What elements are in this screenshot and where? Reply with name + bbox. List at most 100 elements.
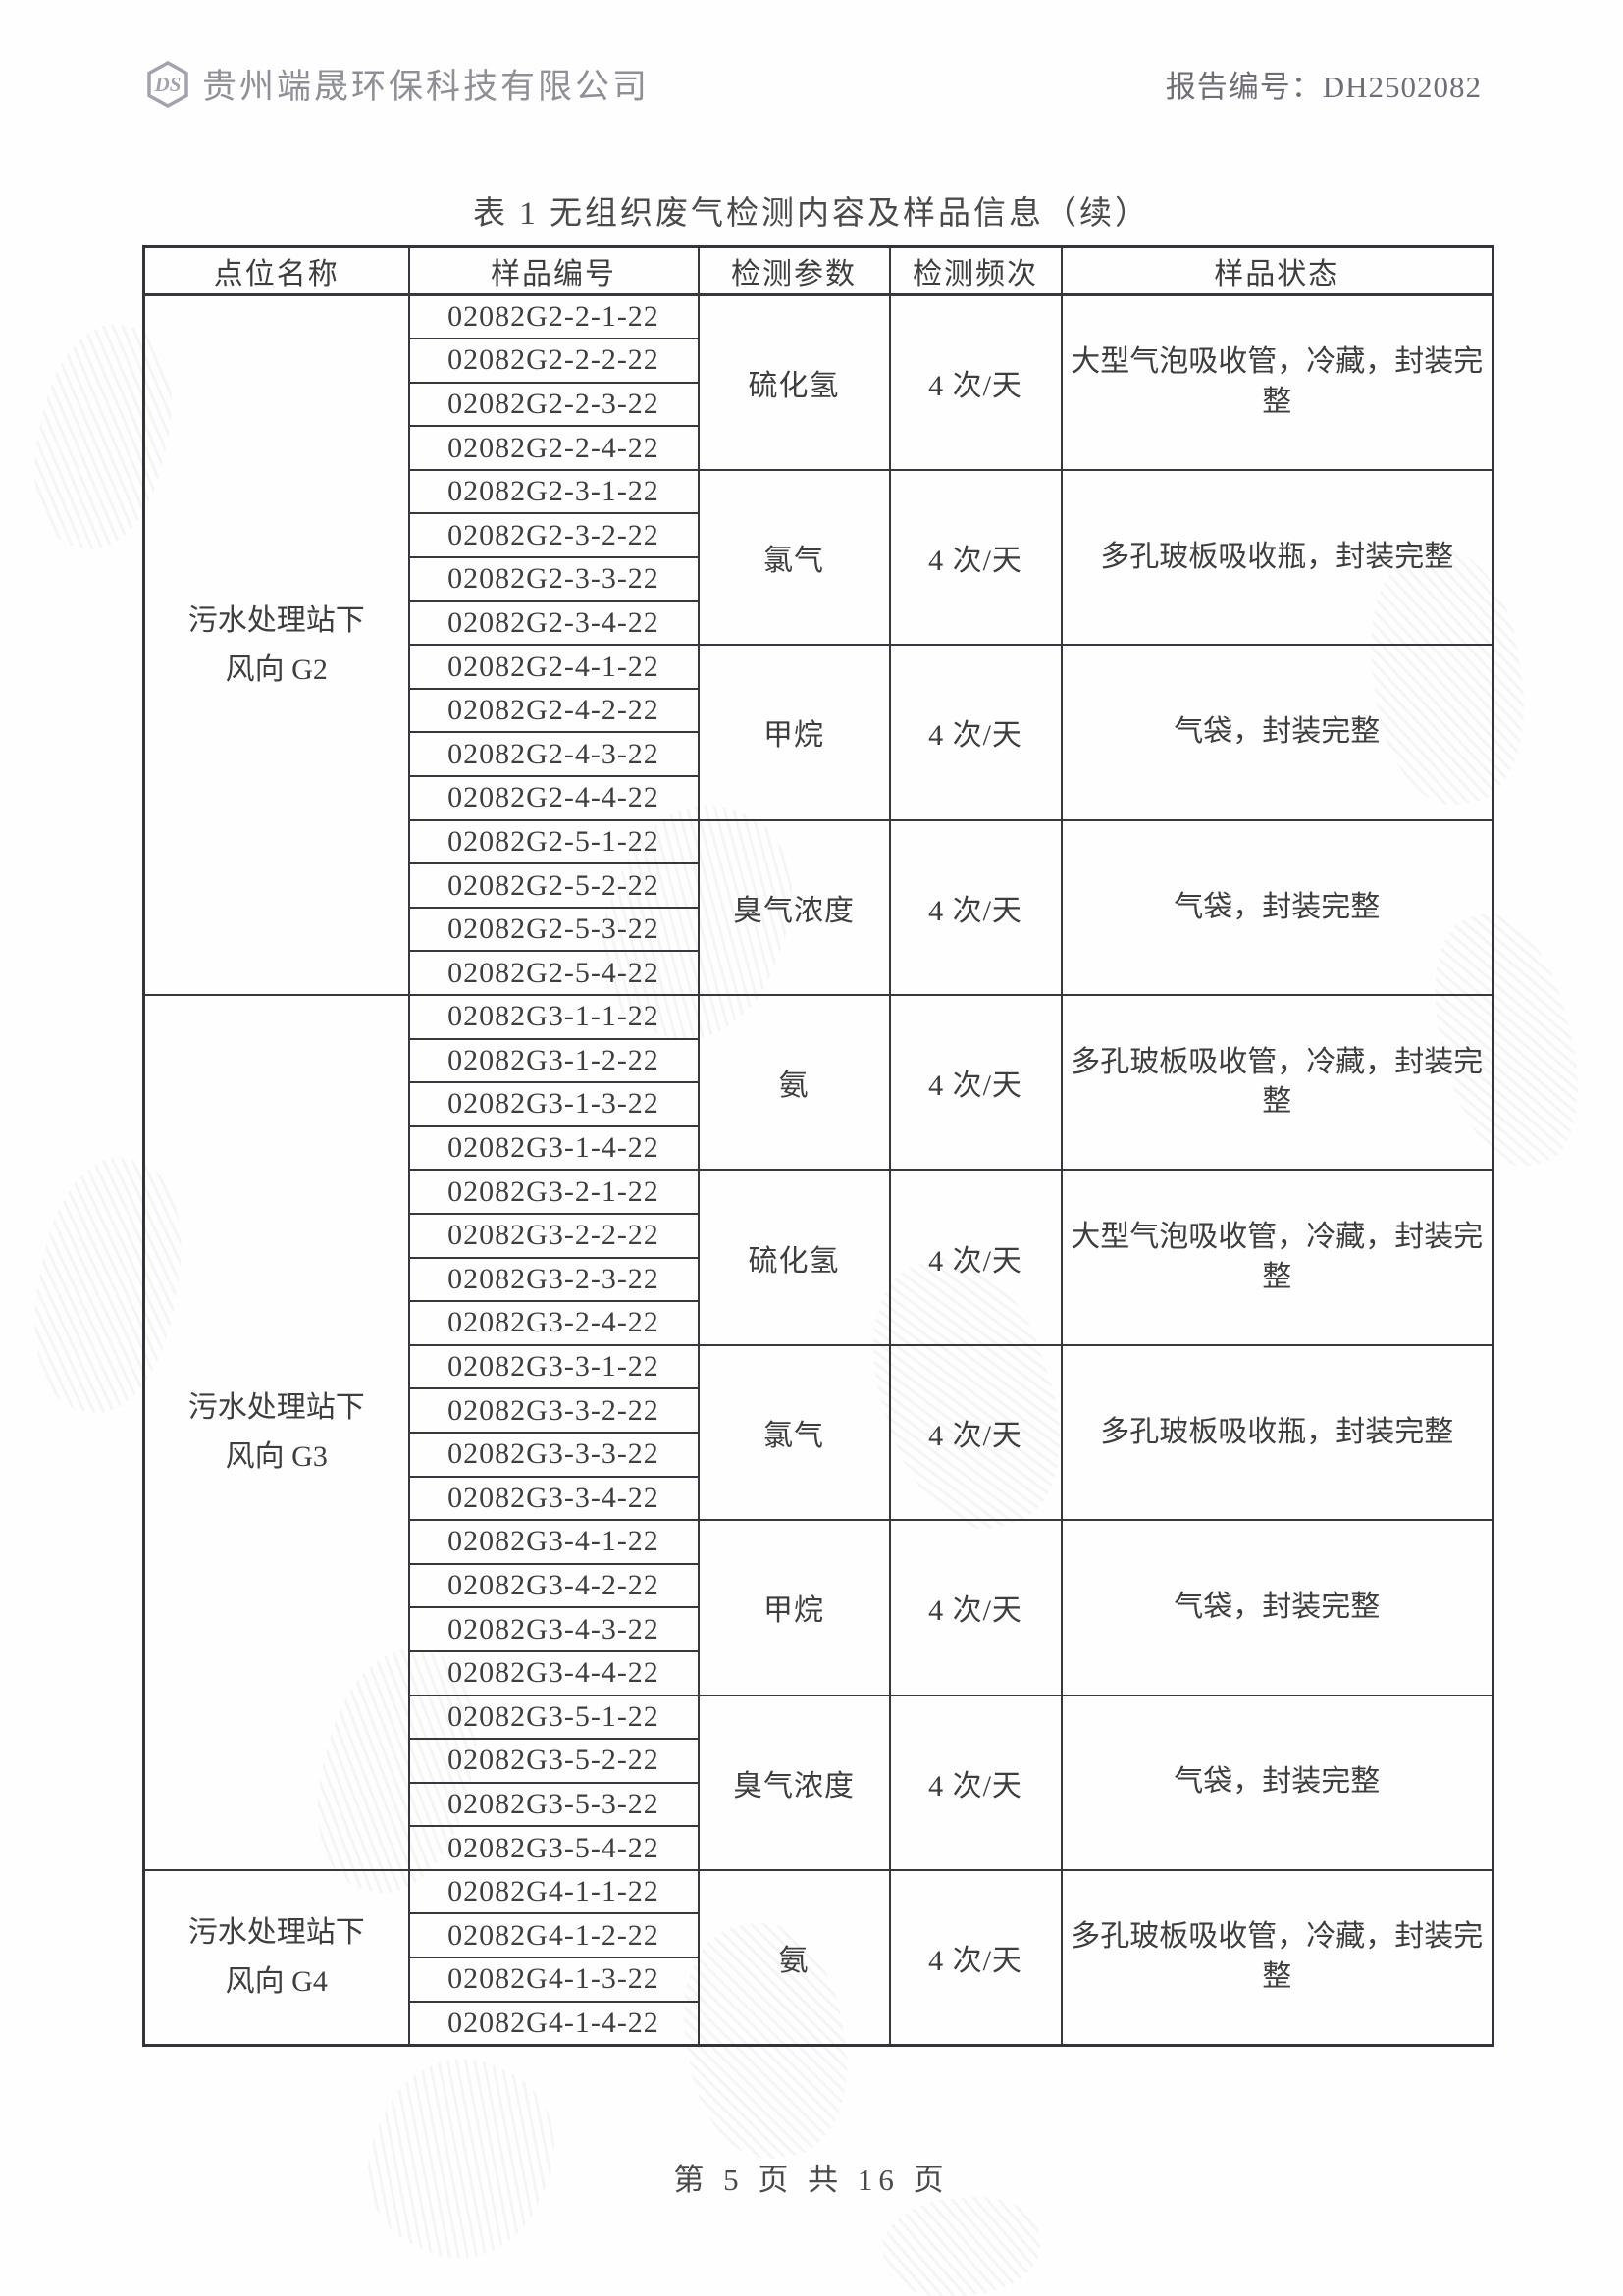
table-row: 02082G3-5-4-22 [144,1825,1493,1871]
sample-id-cell: 02082G3-2-2-22 [407,1212,700,1259]
table-row: 02082G2-4-4-22 [144,775,1493,821]
table-row: 02082G3-4-4-22 [144,1649,1493,1696]
sample-id-cell: 02082G3-1-4-22 [407,1124,700,1172]
table-row: 02082G3-5-3-22 [144,1781,1493,1828]
sample-id-cell: 02082G3-5-3-22 [407,1781,700,1828]
sample-id-cell: 02082G2-2-4-22 [407,425,700,471]
sample-id-cell: 02082G3-4-4-22 [407,1649,700,1696]
sample-id-cell: 02082G3-2-4-22 [407,1300,700,1346]
sample-id-cell: 02082G3-3-3-22 [407,1431,700,1478]
table-row: 02082G3-4-1-22 甲烷 4 次/天 气袋，封装完整 [144,1519,1494,1696]
sample-id-cell: 02082G2-5-3-22 [407,906,700,953]
table-row: 02082G3-3-2-22 [144,1387,1493,1434]
table-row: 污水处理站下风向 G2 02082G2-2-1-22 硫化氢 4 次/天 大型气泡吸收管… [142,293,1494,996]
location-cell: 污水处理站下风向 G4 [142,1868,410,2047]
sample-id-cell: 02082G3-2-3-22 [407,1256,700,1303]
table-row: 02082G2-3-3-22 [144,556,1493,602]
table-row: 02082G4-1-4-22 [144,2000,1493,2047]
parameter-cell: 氨 [697,993,891,1172]
sample-id-cell: 02082G4-1-4-22 [407,2000,700,2047]
table-row: 02082G2-5-4-22 [144,950,1493,996]
parameter-cell: 氨 [697,1868,891,2047]
status-cell: 多孔玻板吸收管，冷藏，封装完整 [1060,993,1494,1172]
sample-id-cell: 02082G2-2-3-22 [407,381,700,428]
company-logo-icon: DS [145,60,190,109]
table-row: 02082G4-1-2-22 [144,1912,1493,1959]
sample-id-cell: 02082G4-1-3-22 [407,1957,700,2003]
parameter-cell: 臭气浓度 [697,1694,891,1871]
frequency-cell: 4 次/天 [888,1868,1063,2047]
table-row: 02082G3-2-4-22 [144,1300,1493,1346]
table-row: 02082G2-4-1-22 甲烷 4 次/天 气袋，封装完整 [144,644,1494,821]
table-row: 02082G2-5-2-22 [144,862,1493,909]
table-row: 污水处理站下风向 G4 02082G4-1-1-22 氨 4 次/天 多孔玻板吸收管，冷… [142,1868,1494,2047]
col-header-status: 样品状态 [1060,245,1494,296]
table-row: 02082G2-3-2-22 [144,512,1493,559]
frequency-cell: 4 次/天 [888,468,1063,647]
parameter-cell: 氯气 [697,468,891,647]
frequency-cell: 4 次/天 [888,993,1063,1172]
table-row: 02082G3-4-2-22 [144,1562,1493,1609]
sample-id-cell: 02082G3-4-1-22 [407,1519,700,1565]
table-row: 02082G2-4-3-22 [144,731,1493,778]
company-name: 贵州端晟环保科技有限公司 [202,68,651,106]
table-row: 02082G3-4-3-22 [144,1606,1493,1652]
sample-id-cell: 02082G3-2-1-22 [407,1169,700,1215]
sample-id-cell: 02082G2-4-4-22 [407,775,700,821]
status-cell: 大型气泡吸收管，冷藏，封装完整 [1060,1169,1494,1346]
table-row: 02082G3-5-2-22 [144,1738,1493,1784]
location-cell: 污水处理站下风向 G3 [142,994,410,1871]
sample-id-cell: 02082G2-3-4-22 [407,600,700,647]
status-cell: 大型气泡吸收管，冷藏，封装完整 [1060,293,1494,471]
sample-id-cell: 02082G3-3-4-22 [407,1475,700,1522]
table-row: 02082G3-3-3-22 [144,1431,1493,1478]
parameter-cell: 臭气浓度 [697,818,891,997]
table-row: 02082G3-5-1-22 臭气浓度 4 次/天 气袋，封装完整 [144,1694,1494,1871]
table-row: 02082G2-3-4-22 [144,600,1493,647]
table-row: 02082G4-1-3-22 [144,1957,1493,2003]
page-footer: 第 5 页 共 16 页 [0,2155,1623,2199]
table-row: 02082G2-2-3-22 [144,381,1493,428]
sample-id-cell: 02082G2-3-1-22 [407,468,700,515]
company-brand: DS 贵州端晟环保科技有限公司 [145,59,650,109]
parameter-cell: 硫化氢 [697,1169,891,1346]
parameter-cell: 甲烷 [697,1519,891,1696]
frequency-cell: 4 次/天 [888,1519,1063,1696]
sample-id-cell: 02082G2-4-1-22 [407,644,700,690]
status-cell: 多孔玻板吸收瓶，封装完整 [1060,1343,1494,1522]
status-cell: 多孔玻板吸收管，冷藏，封装完整 [1060,1868,1494,2047]
sample-id-cell: 02082G2-3-2-22 [407,512,700,559]
col-header-parameter: 检测参数 [697,245,891,296]
table-row: 02082G2-5-1-22 臭气浓度 4 次/天 气袋，封装完整 [144,818,1494,997]
table-row: 02082G2-3-1-22 氯气 4 次/天 多孔玻板吸收瓶，封装完整 [144,468,1494,647]
frequency-cell: 4 次/天 [888,818,1063,997]
sample-id-cell: 02082G2-5-1-22 [407,818,700,865]
status-cell: 气袋，封装完整 [1060,1519,1494,1696]
table-row: 02082G3-1-2-22 [144,1037,1493,1084]
sample-id-cell: 02082G2-4-2-22 [407,687,700,734]
page-header: DS 贵州端晟环保科技有限公司 报告编号：DH2502082 [145,59,1482,109]
sample-id-cell: 02082G4-1-1-22 [407,1868,700,1915]
frequency-cell: 4 次/天 [888,1169,1063,1346]
status-cell: 气袋，封装完整 [1060,818,1494,997]
table-row: 02082G3-1-3-22 [144,1081,1493,1127]
sample-id-cell: 02082G3-4-2-22 [407,1562,700,1609]
table-row: 02082G2-4-2-22 [144,687,1493,734]
page-number: 第 5 页 共 16 页 [673,2163,950,2197]
table-row: 02082G2-5-3-22 [144,906,1493,953]
sample-id-cell: 02082G3-1-2-22 [407,1037,700,1084]
table-row: 02082G3-2-1-22 硫化氢 4 次/天 大型气泡吸收管，冷藏，封装完整 [144,1169,1494,1346]
table-row: 02082G2-2-2-22 [144,338,1493,384]
status-cell: 多孔玻板吸收瓶，封装完整 [1060,468,1494,647]
sample-id-cell: 02082G2-5-2-22 [407,862,700,909]
scan-artifact [878,2189,1045,2296]
sample-id-cell: 02082G2-2-1-22 [407,293,700,340]
table-row: 02082G3-2-2-22 [144,1212,1493,1259]
sample-info-table: 点位名称 样品编号 检测参数 检测频次 样品状态 污水处理站下风向 G2 0208… [142,245,1494,2047]
table-header-row: 点位名称 样品编号 检测参数 检测频次 样品状态 [142,245,1494,296]
frequency-cell: 4 次/天 [888,1694,1063,1871]
table-row: 02082G3-1-4-22 [144,1124,1493,1172]
sample-id-cell: 02082G2-5-4-22 [407,950,700,996]
sample-id-cell: 02082G2-4-3-22 [407,731,700,778]
